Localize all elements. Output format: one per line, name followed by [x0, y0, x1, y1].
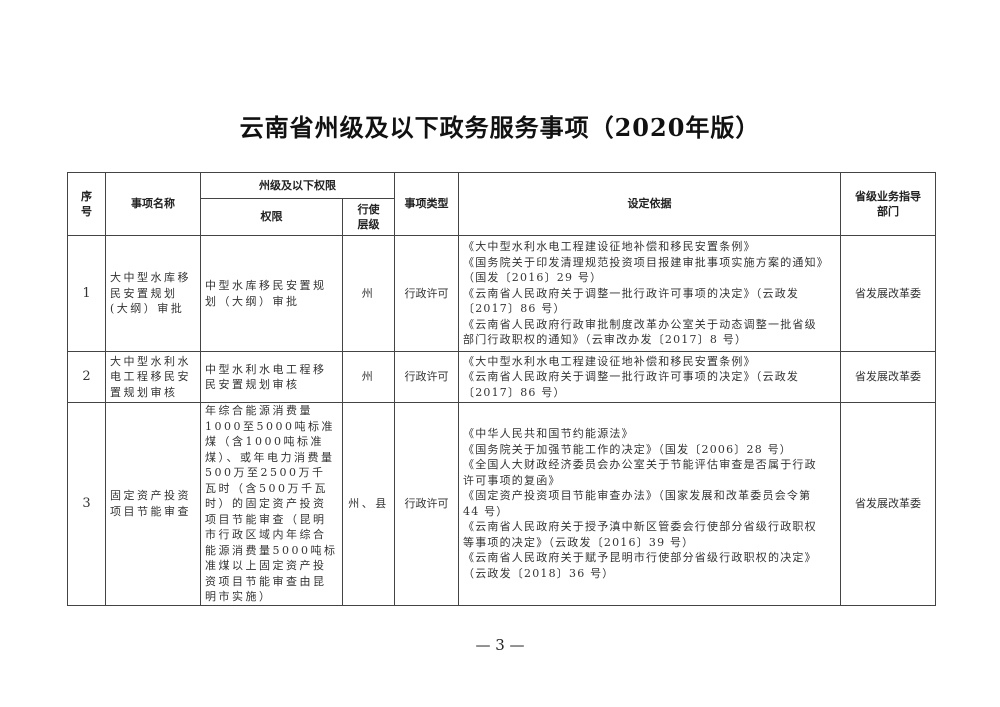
- basis-line: （云政发〔2018〕36 号）: [463, 566, 615, 580]
- services-table: 序号 事项名称 州级及以下权限 事项类型 设定依据 省级业务指导部门 权限 行使…: [67, 172, 936, 606]
- row-authority: 中型水利水电工程移民安置规划审核: [200, 351, 343, 403]
- row-basis: 《中华人民共和国节约能源法》 《国务院关于加强节能工作的决定》（国发〔2006〕2…: [458, 402, 841, 606]
- row-type: 行政许可: [394, 235, 459, 352]
- row-basis: 《大中型水利水电工程建设征地补偿和移民安置条例》《云南省人民政府关于调整一批行政…: [458, 351, 841, 403]
- basis-line: 《中华人民共和国节约能源法》: [463, 427, 634, 441]
- header-name: 事项名称: [105, 172, 201, 236]
- row-authority: 年综合能源消费量1000至5000吨标准煤（含1000吨标准煤）、或年电力消费量…: [200, 402, 343, 606]
- basis-line: 《大中型水利水电工程建设征地补偿和移民安置条例》: [463, 354, 756, 368]
- row-type: 行政许可: [394, 402, 459, 606]
- basis-line: 等事项的决定》（云政发〔2016〕39 号）: [463, 535, 695, 549]
- header-dept: 省级业务指导部门: [840, 172, 936, 236]
- basis-line: 《云南省人民政府关于授予滇中新区管委会行使部分省级行政职权: [463, 520, 817, 534]
- row-name: 固定资产投资项目节能审查: [105, 402, 201, 606]
- header-scope-group: 州级及以下权限: [200, 172, 395, 199]
- basis-line: 〔2017〕86 号）: [463, 385, 566, 399]
- row-name: 大中型水利水电工程移民安置规划审核: [105, 351, 201, 403]
- basis-line: 《云南省人民政府关于调整一批行政许可事项的决定》（云政发: [463, 286, 800, 300]
- page-title: 云南省州级及以下政务服务事项（2020年版）: [239, 113, 761, 142]
- basis-line: 《云南省人民政府行政审批制度改革办公室关于动态调整一批省级: [463, 317, 817, 331]
- header-type: 事项类型: [394, 172, 459, 236]
- basis-line: （国发〔2016〕29 号）: [463, 271, 603, 285]
- header-level: 行使层级: [342, 198, 395, 236]
- row-seq: 1: [67, 235, 106, 352]
- basis-line: 《全国人大财政经济委员会办公室关于节能评估审查是否属于行政: [463, 458, 817, 472]
- row-level: 州: [342, 235, 395, 352]
- basis-line: 许可事项的复函》: [463, 473, 561, 487]
- row-basis: 《大中型水利水电工程建设征地补偿和移民安置条例》 《国务院关于印发清理规范投资项目…: [458, 235, 841, 352]
- row-seq: 2: [67, 351, 106, 403]
- row-authority: 中型水库移民安置规划（大纲）审批: [200, 235, 343, 352]
- header-authority: 权限: [200, 198, 343, 236]
- header-seq: 序号: [67, 172, 106, 236]
- basis-line: 《云南省人民政府关于赋予昆明市行使部分省级行政职权的决定》: [463, 551, 817, 565]
- basis-line: 部门行政职权的通知》（云审改办发〔2017〕8 号）: [463, 333, 748, 347]
- basis-line: 《固定资产投资项目节能审查办法》（国家发展和改革委员会令第: [463, 489, 812, 503]
- table-row: 3 固定资产投资项目节能审查 年综合能源消费量1000至5000吨标准煤（含1000…: [67, 402, 936, 606]
- row-type: 行政许可: [394, 351, 459, 403]
- table-row: 1 大中型水库移民安置规划(大纲）审批 中型水库移民安置规划（大纲）审批州行政许可《…: [67, 235, 936, 352]
- table-row: 2 大中型水利水电工程移民安置规划审核 中型水利水电工程移民安置规划审核州行政许可《…: [67, 351, 936, 403]
- row-name: 大中型水库移民安置规划(大纲）审批: [105, 235, 201, 352]
- page-number: — 3 —: [475, 636, 525, 654]
- basis-line: 44 号）: [463, 504, 509, 518]
- basis-line: 《大中型水利水电工程建设征地补偿和移民安置条例》: [463, 240, 756, 254]
- basis-line: 〔2017〕86 号）: [463, 302, 566, 316]
- basis-line: 《国务院关于印发清理规范投资项目报建审批事项实施方案的通知》: [463, 255, 829, 269]
- header-basis: 设定依据: [458, 172, 841, 236]
- row-dept: 省发展改革委: [840, 402, 936, 606]
- basis-line: 《云南省人民政府关于调整一批行政许可事项的决定》（云政发: [463, 370, 800, 384]
- row-level: 州: [342, 351, 395, 403]
- basis-line: 《国务院关于加强节能工作的决定》（国发〔2006〕28 号）: [463, 442, 792, 456]
- row-dept: 省发展改革委: [840, 235, 936, 352]
- row-dept: 省发展改革委: [840, 351, 936, 403]
- row-seq: 3: [67, 402, 106, 606]
- row-level: 州、县: [342, 402, 395, 606]
